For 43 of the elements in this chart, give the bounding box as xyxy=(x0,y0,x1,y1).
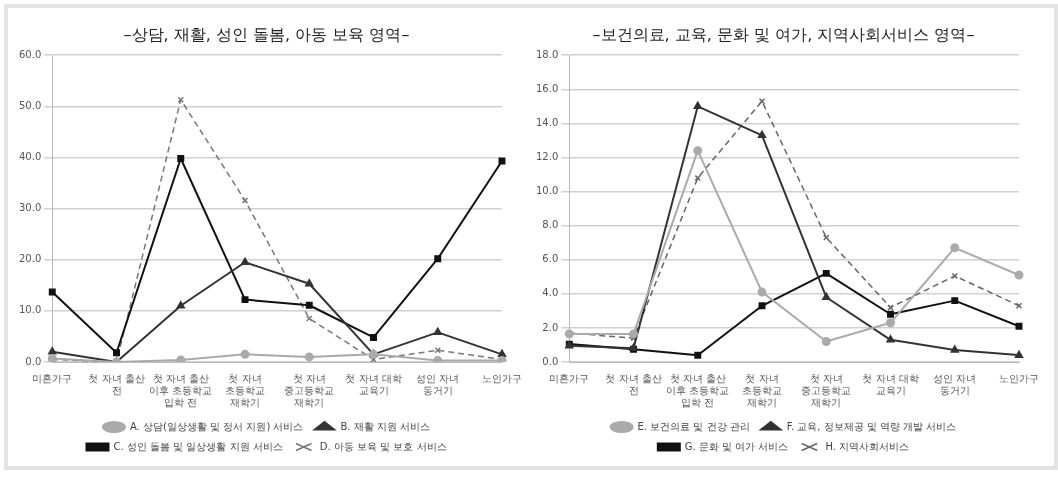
x-tick-label: 노인가구 xyxy=(999,372,1039,384)
y-tick-label: 2.0 xyxy=(542,321,559,333)
x-tick-label: 첫 자녀 출산 이후 초등학교 입학 전 xyxy=(149,372,213,408)
x-tick-label: 성인 자녀 동거기 xyxy=(933,372,977,396)
x-tick-label: 노인가구 xyxy=(482,372,522,384)
x-tick-label: 첫 자녀 출산 전 xyxy=(605,372,662,396)
y-tick-label: 12.0 xyxy=(536,151,559,163)
legend-label: H. 지역사회서비스 xyxy=(825,440,910,452)
y-tick-label: 20.0 xyxy=(19,253,42,265)
x-tick-label: 첫 자녀 초등학교 재학기 xyxy=(742,372,783,408)
x-tick-label: 첫 자녀 중고등학교 재학기 xyxy=(284,372,335,408)
legend-label: G. 문화 및 여가 서비스 xyxy=(684,440,789,452)
chart-title: –상담, 재활, 성인 돌봄, 아동 보육 영역– xyxy=(123,24,410,44)
legend-label: A. 상담(일상생활 및 정서 지원) 서비스 xyxy=(129,420,304,432)
y-tick-label: 0.0 xyxy=(25,355,42,367)
x-tick-label: 미혼가구 xyxy=(549,372,590,384)
y-tick-label: 10.0 xyxy=(536,185,559,197)
legend-label: C. 성인 돌봄 및 일상생활 지원 서비스 xyxy=(113,440,283,452)
legend-label: E. 보건의료 및 건강 관리 xyxy=(637,420,750,432)
x-tick-label: 첫 자녀 출산 전 xyxy=(88,372,145,396)
x-tick-label: 첫 자녀 초등학교 재학기 xyxy=(225,372,266,408)
x-tick-label: 성인 자녀 동거기 xyxy=(416,372,460,396)
y-tick-label: 0.0 xyxy=(542,355,559,367)
x-tick-label: 첫 자녀 출산 이후 초등학교 입학 전 xyxy=(666,372,730,408)
y-tick-label: 10.0 xyxy=(19,304,42,316)
y-tick-label: 16.0 xyxy=(536,82,559,94)
y-tick-label: 6.0 xyxy=(542,253,559,265)
y-tick-label: 30.0 xyxy=(19,202,42,214)
x-tick-label: 미혼가구 xyxy=(32,372,73,384)
y-tick-label: 40.0 xyxy=(19,151,42,163)
legend-label: B. 재활 지원 서비스 xyxy=(340,420,431,432)
y-tick-label: 4.0 xyxy=(542,287,559,299)
y-tick-label: 60.0 xyxy=(19,48,42,60)
y-tick-label: 50.0 xyxy=(19,99,42,111)
y-tick-label: 14.0 xyxy=(536,116,559,128)
x-tick-label: 첫 자녀 중고등학교 재학기 xyxy=(801,372,852,408)
legend-label: F. 교육, 정보제공 및 역량 개발 서비스 xyxy=(786,420,957,432)
legend-label: D. 아동 보육 및 보호 서비스 xyxy=(319,440,447,452)
chart-title: –보건의료, 교육, 문화 및 여가, 지역사회서비스 영역– xyxy=(592,24,975,44)
y-tick-label: 8.0 xyxy=(542,219,559,231)
x-tick-label: 첫 자녀 대학 교육기 xyxy=(345,372,402,396)
y-tick-label: 18.0 xyxy=(536,48,559,60)
x-tick-label: 첫 자녀 대학 교육기 xyxy=(862,372,919,396)
